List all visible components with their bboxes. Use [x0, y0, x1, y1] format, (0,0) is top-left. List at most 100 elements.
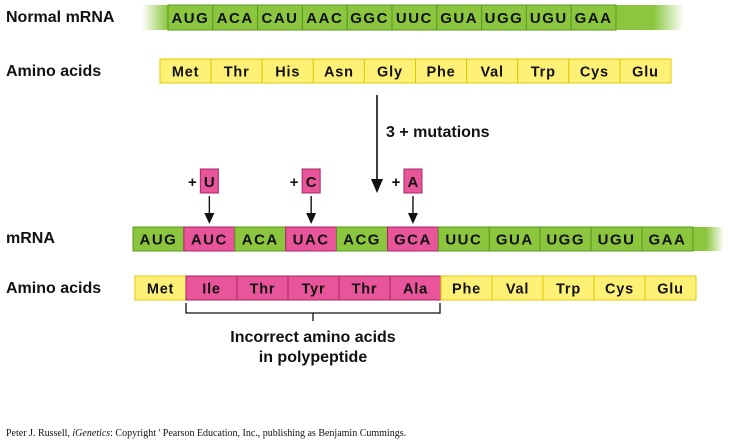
mutant-codon-4: UAC — [285, 226, 338, 252]
mutant-amino-acid-9-text: Trp — [556, 282, 581, 298]
mrna-label: mRNA — [6, 230, 55, 247]
normal-amino-acid-8-box — [517, 58, 570, 84]
normal-amino-acid-7-box — [466, 58, 519, 84]
normal-codon-1: AUG — [167, 4, 214, 31]
insertion-base-box — [403, 168, 423, 194]
mutant-amino-acid-5-text: Thr — [352, 282, 378, 298]
frameshift-diagram: Normal mRNA Amino acids mRNA Amino acids… — [6, 4, 724, 366]
mutant-amino-acid-4-box — [287, 275, 340, 301]
insertion-base: A — [408, 174, 419, 191]
normal-codon-2: ACA — [212, 4, 259, 31]
mutant-codon-7-box — [437, 226, 490, 252]
normal-codon-2-text: ACA — [217, 10, 254, 27]
normal-codon-5-box — [346, 4, 393, 31]
insertion-U: + U — [188, 168, 219, 224]
normal-codon-3-text: CAU — [262, 10, 299, 27]
normal-codon-7: GUA — [436, 4, 483, 31]
mutations-label: 3 + mutations — [386, 124, 490, 141]
normal-codon-4-box — [301, 4, 348, 31]
normal-amino-acid-10-box — [619, 58, 672, 84]
normal-amino-acid-1-text: Met — [172, 65, 199, 81]
mutant-amino-acid-3-box — [236, 275, 289, 301]
insertion-C: + C — [290, 168, 321, 224]
credit-rest: : Copyright ' Pearson Education, Inc., p… — [110, 428, 407, 439]
normal-mrna-strand: AUG ACA CAU AAC GGC UUC GUA UGG UGU GAA — [167, 4, 617, 31]
normal-codon-8-box — [481, 4, 527, 31]
mutant-polypeptide: Met Ile Thr Tyr Thr Ala Phe Val Trp Cys Glu — [134, 275, 697, 301]
normal-amino-acid-3-text: His — [275, 65, 300, 81]
normal-codon-4-text: AAC — [306, 10, 343, 27]
mutant-codon-7: UUC — [437, 226, 490, 252]
incorrect-bracket — [185, 303, 441, 314]
mutant-amino-acid-8: Val — [491, 275, 544, 301]
mutant-amino-acid-1: Met — [134, 275, 187, 301]
normal-codon-6-box — [391, 4, 438, 31]
mutant-codon-2-text: AUC — [191, 232, 228, 249]
normal-amino-acid-10: Glu — [619, 58, 672, 84]
normal-amino-acid-9-text: Cys — [580, 65, 609, 81]
normal-codon-5: GGC — [346, 4, 393, 31]
insertion-arrow-head — [407, 213, 418, 224]
insertion-arrow-head — [306, 213, 317, 224]
mutant-codon-10-box — [590, 226, 643, 252]
mutant-amino-acid-4: Tyr — [287, 275, 340, 301]
mutant-codon-4-text: UAC — [293, 232, 330, 249]
normal-codon-10-text: GAA — [575, 10, 613, 27]
normal-codon-6: UUC — [391, 4, 438, 31]
normal-amino-acid-1: Met — [159, 58, 212, 84]
normal-amino-acid-7: Val — [466, 58, 519, 84]
mutant-amino-acid-11: Glu — [644, 275, 697, 301]
normal-codon-8-text: UGG — [485, 10, 524, 27]
normal-polypeptide: Met Thr His Asn Gly Phe Val Trp Cys Glu — [159, 58, 672, 84]
normal-amino-acid-5-box — [363, 58, 416, 84]
normal-amino-acid-7-text: Val — [480, 65, 503, 81]
normal-codon-7-text: GUA — [440, 10, 478, 27]
insertion-sign: + — [188, 174, 197, 191]
normal-amino-acid-2-text: Thr — [224, 65, 250, 81]
mutant-amino-acid-9: Trp — [542, 275, 595, 301]
mutant-codon-6-box — [387, 226, 439, 252]
mutant-amino-acid-1-text: Met — [147, 282, 174, 298]
insertion-base: U — [204, 174, 215, 191]
normal-codon-10-box — [570, 4, 617, 31]
mutant-codon-3-box — [234, 226, 287, 252]
mutant-codon-8-text: GUA — [496, 232, 534, 249]
mutant-codon-9: UGG — [539, 226, 592, 252]
mutant-amino-acid-3-text: Thr — [250, 282, 276, 298]
insertion-markers: + U + C + A — [188, 168, 423, 224]
mutation-arrow-head — [371, 179, 383, 193]
mutant-mrna-strand: AUG AUC ACA UAC ACG GCA UUC GUA UGG UGU GAA — [132, 226, 694, 252]
mutant-codon-6: GCA — [387, 226, 439, 252]
mutant-codon-5-text: ACG — [343, 232, 381, 249]
mutant-codon-9-text: UGG — [546, 232, 585, 249]
credit-line: Peter J. Russell, iGenetics: Copyright '… — [6, 428, 406, 439]
mutant-amino-acid-7: Phe — [440, 275, 493, 301]
normal-mrna-label: Normal mRNA — [6, 9, 115, 26]
normal-codon-1-box — [167, 4, 214, 31]
mutant-codon-7-text: UUC — [445, 232, 482, 249]
mutant-codon-11: GAA — [641, 226, 694, 252]
mutant-amino-acid-9-box — [542, 275, 595, 301]
mutant-amino-acid-10: Cys — [593, 275, 646, 301]
mutant-codon-1-text: AUG — [140, 232, 178, 249]
normal-mrna-left-tail — [142, 5, 168, 30]
mutant-codon-10: UGU — [590, 226, 643, 252]
amino-acids-bottom-label: Amino acids — [6, 280, 101, 297]
mutant-codon-11-box — [641, 226, 694, 252]
mutant-codon-2-box — [183, 226, 236, 252]
mutant-codon-5: ACG — [336, 226, 389, 252]
mutant-amino-acid-2: Ile — [185, 275, 238, 301]
insertion-A: + A — [392, 168, 423, 224]
normal-amino-acid-8: Trp — [517, 58, 570, 84]
mutant-codon-1-box — [132, 226, 185, 252]
normal-codon-9-box — [525, 4, 572, 31]
mutant-amino-acid-4-text: Tyr — [302, 282, 326, 298]
normal-amino-acid-9-box — [568, 58, 621, 84]
normal-amino-acid-2: Thr — [210, 58, 263, 84]
mutant-codon-11-text: GAA — [649, 232, 687, 249]
mutant-amino-acid-11-box — [644, 275, 697, 301]
mutant-amino-acid-2-text: Ile — [202, 282, 221, 298]
insertion-arrow-head — [204, 213, 215, 224]
mutant-codon-2: AUC — [183, 226, 236, 252]
normal-codon-6-text: UUC — [396, 10, 433, 27]
